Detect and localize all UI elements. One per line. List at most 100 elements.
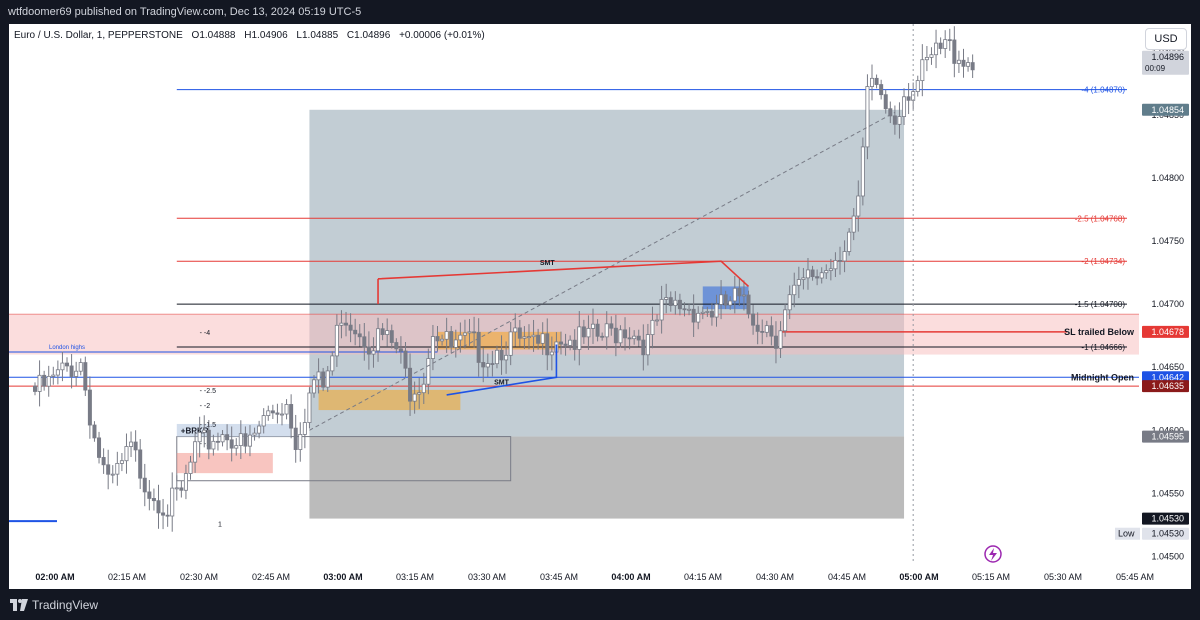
candle-body	[252, 432, 257, 436]
candle-body	[728, 300, 733, 306]
candle-body	[760, 330, 765, 333]
candle-body	[810, 269, 815, 278]
candle-body	[847, 231, 852, 252]
price-badge-text: 1.04530	[1151, 529, 1184, 539]
candle-body	[316, 371, 321, 381]
price-axis[interactable]	[1141, 24, 1191, 589]
candle-body	[970, 62, 975, 71]
candle-body	[719, 294, 724, 305]
candle-body	[600, 335, 605, 338]
candle-body	[641, 339, 646, 356]
candle-body	[952, 39, 957, 64]
sl-trailed-label: SL trailed Below	[1064, 327, 1135, 337]
candle-body	[892, 115, 897, 125]
trade-stop-box	[309, 436, 905, 519]
candle-body	[764, 325, 769, 333]
candle-body	[636, 335, 641, 341]
fib-label-left: - -1	[200, 441, 211, 448]
candle-body	[897, 116, 902, 125]
candle-body	[165, 514, 170, 517]
candle-body	[119, 460, 124, 464]
publisher-bar: wtfdoomer69 published on TradingView.com…	[0, 0, 1200, 24]
candle-body	[97, 437, 102, 458]
candle-body	[485, 363, 490, 368]
price-chart[interactable]: -4 (1.04870) -2.5 (1.04768) -2 (1.04734) -1…	[9, 24, 1191, 589]
candle-body	[421, 383, 426, 394]
close-value: C1.04896	[346, 30, 391, 41]
smt-red-label: SMT	[540, 260, 556, 267]
candle-body	[947, 39, 952, 42]
price-badge	[1142, 430, 1189, 443]
candle-body	[856, 195, 861, 217]
candle-body	[508, 331, 513, 356]
price-badge-text: 1.04678	[1151, 327, 1184, 337]
candle-body	[106, 464, 111, 475]
small-red-zone	[176, 452, 273, 474]
candle-body	[604, 323, 609, 338]
candle-body	[348, 324, 353, 331]
candle-body	[924, 56, 929, 61]
candle-body	[586, 327, 591, 338]
fib-line-label: -4 (1.04870)	[1081, 86, 1125, 95]
candle-body	[577, 326, 582, 350]
candle-body	[536, 334, 541, 344]
time-axis[interactable]	[9, 564, 1141, 589]
candle-body	[376, 328, 381, 352]
tradingview-logo-icon	[10, 599, 28, 611]
candle-body	[206, 429, 211, 450]
candle-body	[709, 311, 714, 318]
candle-body	[655, 319, 660, 322]
candle-body	[78, 362, 83, 372]
candle-body	[174, 487, 179, 490]
currency-button[interactable]: USD	[1145, 28, 1187, 50]
tradingview-brand: TradingView	[32, 598, 99, 612]
low-tag-text: Low	[1118, 529, 1135, 539]
candle-body	[417, 392, 422, 395]
candle-body	[828, 268, 833, 271]
candle-body	[769, 325, 774, 337]
symbol-name: Euro / U.S. Dollar, 1, PEPPERSTONE	[14, 30, 183, 41]
candle-body	[312, 379, 317, 394]
candle-body	[472, 331, 477, 334]
candle-body	[664, 297, 669, 300]
price-badge-text: 1.04896	[1151, 52, 1184, 62]
x-tick-label: 04:00 AM	[611, 572, 650, 582]
price-badge-text: 1.04854	[1151, 105, 1184, 115]
price-badge	[1142, 512, 1189, 525]
x-tick-label: 02:45 AM	[252, 572, 290, 582]
candle-body	[339, 322, 344, 326]
candle-body	[526, 336, 531, 339]
candle-body	[966, 62, 971, 67]
candle-body	[170, 487, 175, 517]
candle-body	[462, 332, 467, 336]
x-tick-label: 02:30 AM	[180, 572, 218, 582]
candle-body	[673, 299, 678, 306]
price-badge-text: 1.04530	[1151, 514, 1184, 524]
candle-body	[632, 335, 637, 340]
candle-body	[220, 434, 225, 443]
candle-body	[183, 473, 188, 491]
candle-body	[156, 500, 161, 514]
tradingview-logo[interactable]: TradingView	[10, 598, 98, 612]
midnight-open-label: Midnight Open	[1071, 372, 1134, 382]
y-tick-label: 1.04700	[1151, 299, 1184, 309]
candle-body	[238, 433, 243, 447]
candle-body	[115, 463, 120, 475]
candle-body	[805, 269, 810, 279]
candle-body	[755, 324, 760, 332]
candle-body	[792, 284, 797, 296]
candle-body	[773, 335, 778, 349]
chart-area[interactable]: -4 (1.04870) -2.5 (1.04768) -2 (1.04734) -1…	[9, 24, 1191, 589]
candle-body	[129, 441, 134, 447]
candle-body	[302, 422, 307, 435]
candle-body	[234, 445, 239, 449]
candle-body	[650, 319, 655, 335]
candle-body	[389, 330, 394, 343]
candle-body	[888, 108, 893, 117]
candle-body	[243, 433, 248, 447]
candle-body	[458, 334, 463, 341]
lightning-icon[interactable]	[984, 545, 1002, 563]
candle-body	[723, 294, 728, 306]
candle-body	[366, 346, 371, 355]
candle-body	[705, 311, 710, 313]
